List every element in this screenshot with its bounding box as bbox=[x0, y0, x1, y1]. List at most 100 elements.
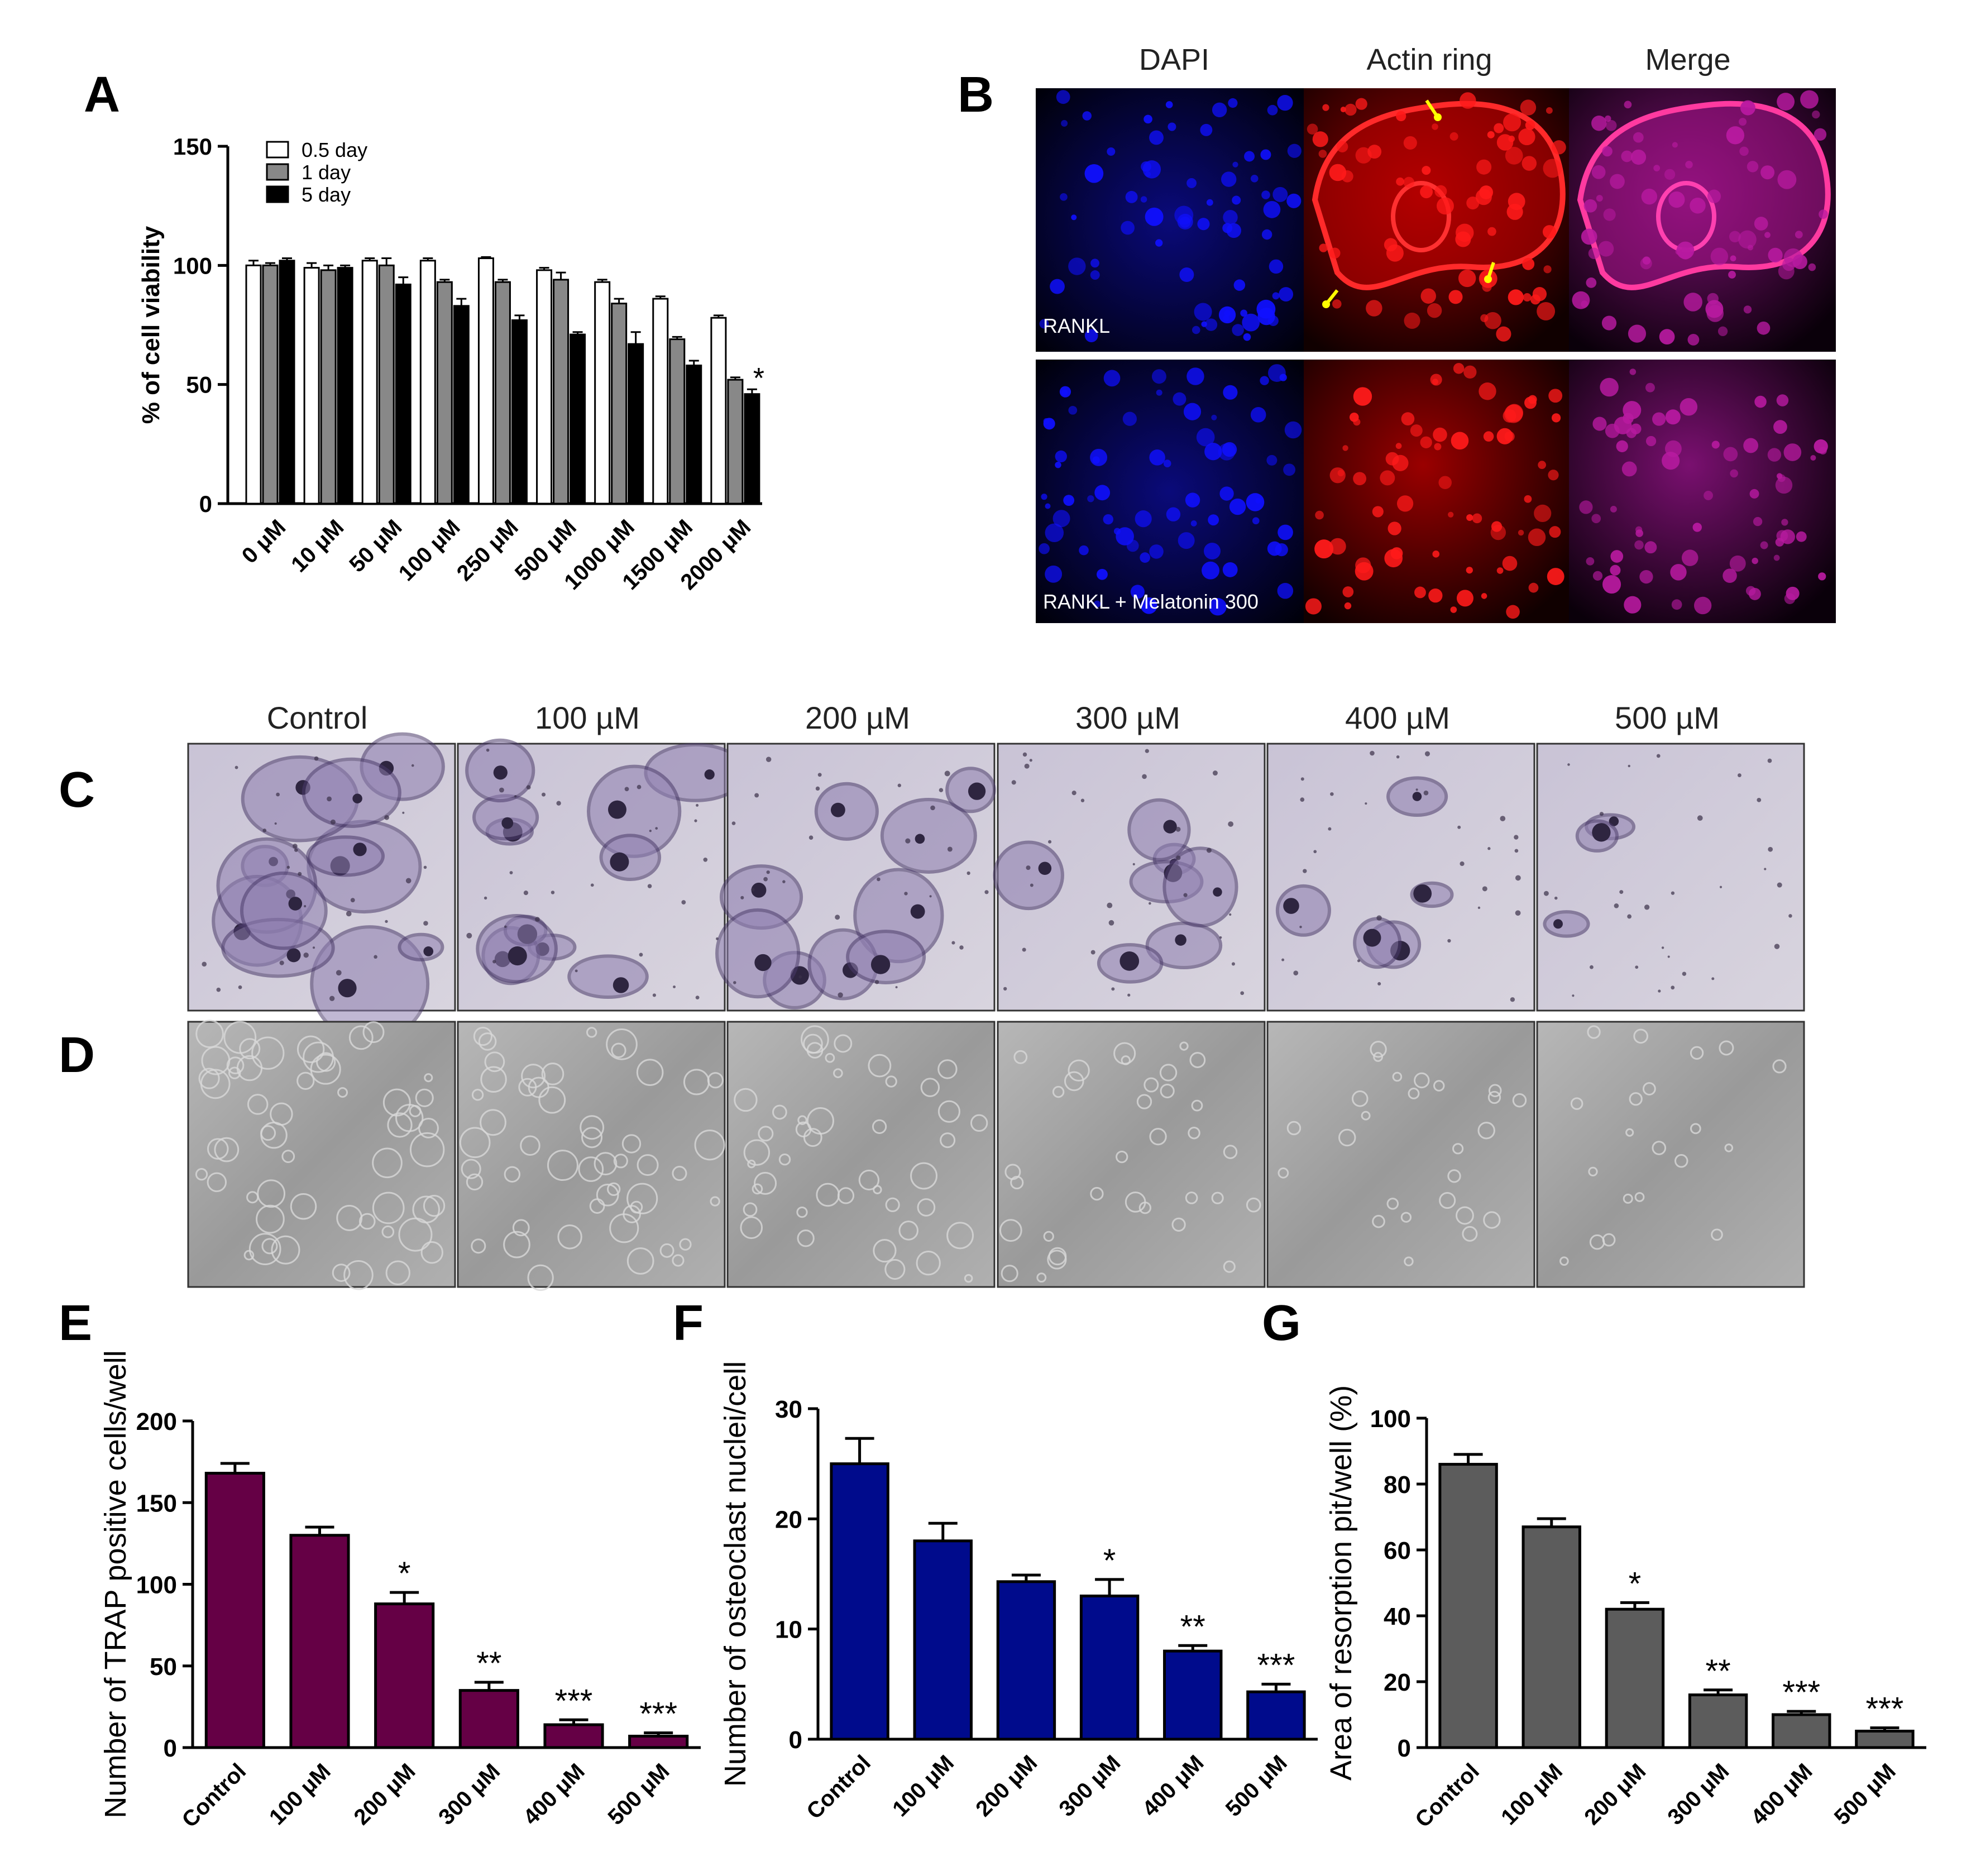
C-speck bbox=[526, 785, 531, 790]
D-cell bbox=[200, 1069, 231, 1099]
B-cell-cluster bbox=[1538, 461, 1547, 470]
A-bar-1-0 bbox=[262, 264, 279, 505]
B-cell-cluster bbox=[1672, 142, 1678, 148]
C-speck bbox=[1313, 850, 1317, 854]
D-cell bbox=[228, 1066, 241, 1079]
G-bar-2 bbox=[1605, 1607, 1665, 1749]
B-cell-cluster bbox=[1267, 104, 1278, 116]
B-cell-cluster bbox=[1610, 550, 1624, 563]
B-cell-cluster bbox=[1140, 597, 1157, 614]
B-cell-cluster bbox=[1337, 470, 1345, 477]
D-cell bbox=[1652, 1141, 1667, 1155]
E-bar-2 bbox=[374, 1602, 435, 1749]
D-cell bbox=[1623, 1193, 1633, 1204]
D-cell bbox=[1090, 1186, 1104, 1201]
D-cell bbox=[1724, 1143, 1734, 1152]
B-cell-cluster bbox=[1522, 156, 1537, 171]
B-cell-cluster bbox=[1502, 556, 1518, 571]
C-trap-positive-cell bbox=[240, 871, 328, 950]
B-cell-cluster bbox=[1760, 541, 1768, 549]
B-cell-cluster bbox=[1810, 454, 1816, 461]
D-cell bbox=[261, 1238, 278, 1255]
C-speck bbox=[1460, 861, 1465, 867]
C-speck bbox=[1543, 891, 1549, 896]
D-cell bbox=[868, 1054, 892, 1078]
B-cell-cluster bbox=[1050, 279, 1065, 294]
C-speck bbox=[556, 801, 561, 806]
D-cell bbox=[910, 1162, 938, 1190]
D-cell bbox=[1160, 1083, 1175, 1099]
C-speck bbox=[1656, 754, 1661, 758]
C-speck bbox=[313, 946, 315, 949]
D-cell bbox=[1488, 1084, 1502, 1098]
B-cell-cluster bbox=[1665, 409, 1681, 425]
B-cell-cluster bbox=[1600, 377, 1619, 397]
G-significance-marker: *** bbox=[1782, 1674, 1820, 1711]
B-cell-cluster bbox=[1055, 461, 1061, 468]
B-cell-cluster bbox=[1460, 92, 1476, 109]
B-cell-cluster bbox=[1542, 225, 1557, 239]
B-cell-cluster bbox=[1726, 126, 1745, 145]
B-cell-cluster bbox=[1628, 324, 1647, 343]
C-speck bbox=[754, 793, 759, 798]
C-speck bbox=[1671, 891, 1675, 895]
B-cell-cluster bbox=[1250, 407, 1266, 423]
B-cell-cluster bbox=[1432, 123, 1438, 130]
B-cell-cluster bbox=[1707, 189, 1721, 203]
C-trap-positive-cell bbox=[880, 797, 977, 874]
D-cell bbox=[1278, 1167, 1289, 1179]
G-y-tick-label: 0 bbox=[1398, 1735, 1411, 1762]
C-speck bbox=[1229, 913, 1232, 916]
D-cell bbox=[271, 1235, 300, 1265]
B-cell-cluster bbox=[1267, 541, 1282, 556]
D-cell bbox=[1372, 1214, 1385, 1228]
C-speck bbox=[1671, 985, 1675, 990]
chart-F-osteoclast-nuclei: 0 10 20 30 Number of osteoclast nuclei/cell C… bbox=[719, 1361, 1318, 1824]
D-cell bbox=[459, 1127, 491, 1159]
B-cell-cluster bbox=[1401, 412, 1415, 425]
C-speck bbox=[763, 877, 768, 882]
D-cell bbox=[528, 1076, 549, 1098]
G-y-tick-label: 100 bbox=[1370, 1405, 1411, 1433]
C-speck bbox=[652, 993, 657, 997]
C-trap-positive-cell bbox=[306, 835, 385, 877]
D-cell bbox=[613, 1154, 628, 1169]
B-cell-cluster bbox=[1410, 424, 1423, 437]
B-cell-cluster bbox=[1676, 241, 1695, 260]
D-cell bbox=[920, 1078, 940, 1097]
B-cell-cluster bbox=[1087, 495, 1094, 502]
F-bar-4 bbox=[1163, 1649, 1223, 1741]
C-dark-stain bbox=[754, 954, 772, 972]
B-cell-cluster bbox=[1705, 300, 1724, 318]
C-speck bbox=[294, 848, 298, 852]
C-speck bbox=[895, 986, 898, 989]
C-speck bbox=[1514, 849, 1519, 853]
C-speck bbox=[1777, 882, 1782, 888]
B-cell-cluster bbox=[1548, 389, 1563, 403]
CD-header-400uM: 400 µM bbox=[1345, 700, 1450, 735]
B-cell-cluster bbox=[1601, 315, 1617, 331]
D-cell bbox=[1400, 1212, 1412, 1223]
B-cell-cluster bbox=[1633, 132, 1644, 143]
C-speck bbox=[731, 821, 736, 825]
C-speck bbox=[293, 844, 298, 849]
B-cell-cluster bbox=[1222, 562, 1238, 577]
B-cell-cluster bbox=[1428, 588, 1443, 603]
D-cell bbox=[316, 1052, 336, 1072]
B-cell-cluster bbox=[1223, 210, 1238, 225]
D-cell bbox=[710, 1196, 720, 1207]
C-speck bbox=[905, 838, 911, 844]
C-speck bbox=[694, 819, 697, 822]
B-cell-cluster bbox=[1796, 531, 1807, 542]
C-dark-stain bbox=[610, 852, 629, 872]
B-cell-cluster bbox=[1090, 259, 1099, 268]
B-cell-cluster bbox=[1675, 248, 1682, 255]
C-speck bbox=[1423, 790, 1429, 796]
B-cell-cluster bbox=[1039, 543, 1050, 554]
A-bar-2-8 bbox=[744, 393, 760, 505]
C-speck bbox=[405, 878, 412, 884]
D-cell bbox=[480, 1109, 506, 1136]
B-cell-cluster bbox=[1630, 149, 1647, 165]
B-cell-cluster bbox=[1256, 299, 1276, 319]
